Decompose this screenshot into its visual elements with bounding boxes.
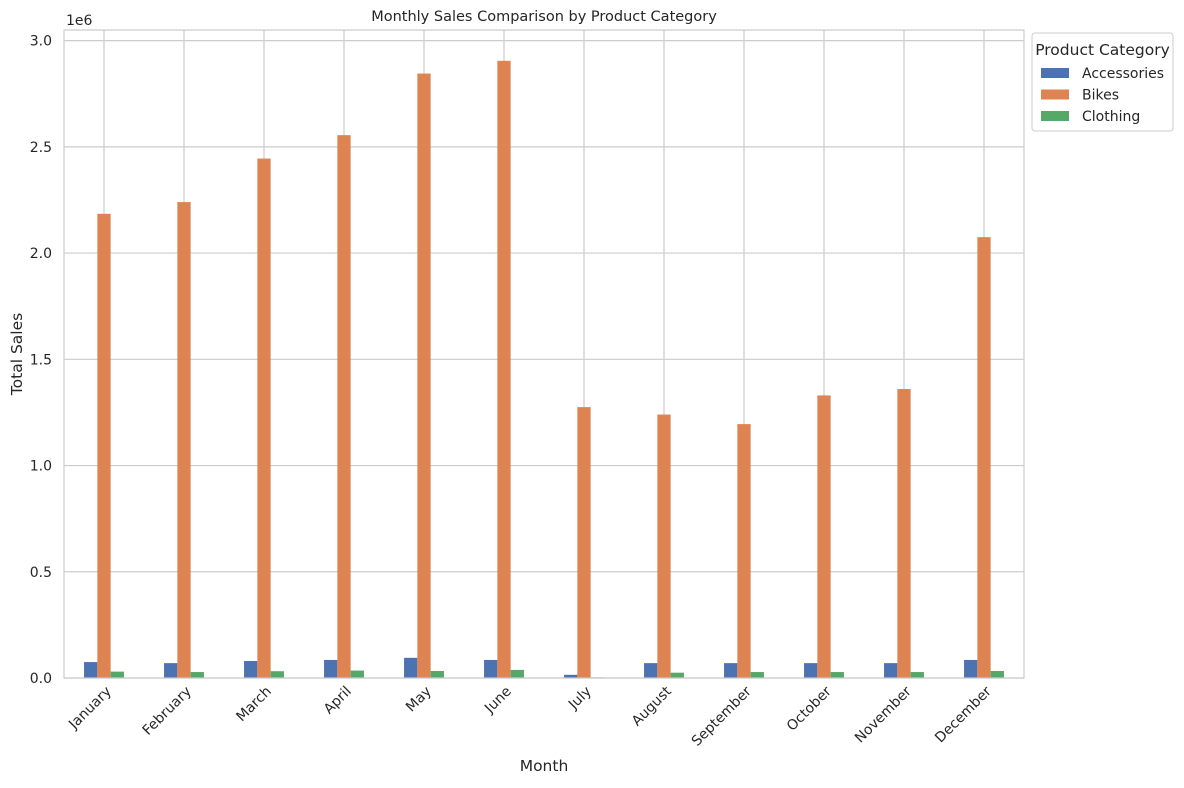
- y-axis-offset-label: 1e6: [66, 13, 93, 29]
- plot-frame: [63, 29, 1025, 679]
- bar-clothing-june: [510, 669, 524, 678]
- y-tick-label: 0.5: [30, 565, 52, 581]
- bar-accessories-december: [964, 659, 978, 678]
- legend-label-accessories: Accessories: [1082, 66, 1164, 82]
- bar-accessories-november: [884, 663, 898, 678]
- bar-clothing-august: [670, 672, 684, 678]
- bar-bikes-june: [497, 60, 511, 678]
- bar-bikes-august: [657, 414, 671, 678]
- bar-bikes-october: [817, 395, 831, 678]
- bar-accessories-may: [404, 657, 418, 678]
- legend-items: Accessories Bikes Clothing: [1041, 66, 1164, 125]
- bar-accessories-june: [484, 659, 498, 678]
- bar-clothing-april: [350, 670, 364, 678]
- bar-accessories-september: [724, 663, 738, 678]
- y-tick-label: 1.0: [30, 459, 52, 475]
- y-tick-label: 2.0: [30, 246, 52, 262]
- bar-clothing-january: [110, 671, 124, 678]
- bar-accessories-march: [244, 661, 258, 678]
- bar-accessories-august: [644, 663, 658, 678]
- legend-label-clothing: Clothing: [1082, 109, 1140, 125]
- bar-accessories-april: [324, 659, 338, 678]
- legend-swatch-accessories: [1041, 68, 1069, 78]
- bar-bikes-july: [577, 407, 591, 678]
- y-axis-label: Total Sales: [8, 313, 26, 396]
- y-tick-label: 0.0: [30, 671, 52, 687]
- legend-title: Product Category: [1035, 41, 1170, 59]
- bar-accessories-january: [84, 662, 98, 678]
- bar-bikes-december: [977, 237, 991, 679]
- bar-bikes-november: [897, 389, 911, 678]
- y-tick-labels: 0.0 0.5 1.0 1.5 2.0 2.5 3.0: [30, 34, 52, 687]
- chart-title: Monthly Sales Comparison by Product Cate…: [371, 9, 717, 25]
- y-tick-label: 1.5: [30, 352, 52, 368]
- bar-bikes-may: [417, 73, 431, 679]
- legend-label-bikes: Bikes: [1082, 88, 1119, 104]
- bar-accessories-october: [804, 663, 818, 678]
- bar-clothing-december: [990, 670, 1004, 678]
- bar-clothing-november: [910, 672, 924, 678]
- bar-bikes-april: [337, 135, 351, 678]
- x-axis-label: Month: [520, 757, 569, 775]
- legend-swatch-clothing: [1041, 111, 1069, 121]
- bar-clothing-march: [270, 671, 284, 678]
- bar-clothing-october: [830, 672, 844, 678]
- bar-clothing-february: [190, 672, 204, 678]
- legend-frame: [1031, 32, 1174, 132]
- bar-accessories-july: [564, 674, 578, 678]
- y-tick-label: 3.0: [30, 34, 52, 50]
- bar-clothing-september: [750, 672, 764, 678]
- bar-clothing-may: [430, 670, 444, 678]
- bar-bikes-march: [257, 158, 271, 678]
- bar-accessories-february: [164, 663, 178, 678]
- legend: Product Category Accessories Bikes Clothin…: [1031, 32, 1174, 132]
- y-tick-label: 2.5: [30, 140, 52, 156]
- bar-bikes-september: [737, 424, 751, 678]
- bar-bikes-february: [177, 202, 191, 678]
- bar-bikes-january: [97, 213, 111, 679]
- legend-swatch-bikes: [1041, 89, 1069, 100]
- bars: [84, 60, 1004, 679]
